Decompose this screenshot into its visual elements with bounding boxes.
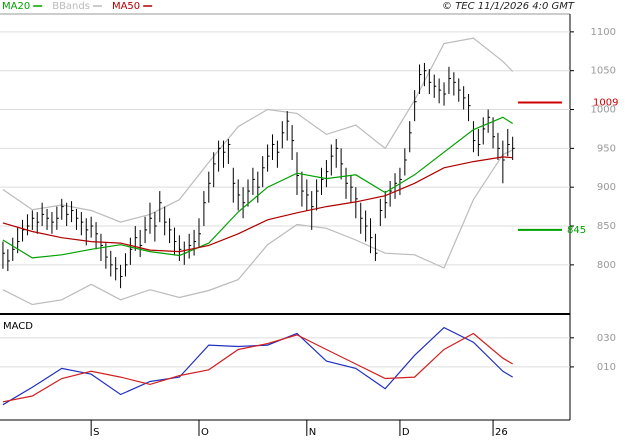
y-tick-label: 030 bbox=[597, 333, 616, 344]
moving-average bbox=[2, 116, 514, 259]
moving-average bbox=[2, 156, 513, 253]
reference-label: 845 bbox=[567, 225, 586, 236]
x-tick-label: N bbox=[309, 427, 316, 438]
macd-line bbox=[2, 326, 514, 406]
bband-lower bbox=[2, 149, 513, 306]
y-tick-label: 010 bbox=[597, 362, 616, 373]
x-tick-label: S bbox=[93, 427, 99, 438]
y-tick-label: 850 bbox=[597, 221, 616, 232]
y-tick-label: 1000 bbox=[591, 105, 616, 116]
legend-label: MA50 bbox=[112, 1, 140, 12]
macd-line bbox=[2, 332, 514, 403]
x-tick-label: 26 bbox=[495, 427, 508, 438]
reference-label: 1009 bbox=[593, 98, 618, 109]
y-tick-label: 900 bbox=[597, 182, 616, 193]
bband-upper bbox=[2, 37, 514, 223]
y-tick-label: 800 bbox=[597, 260, 616, 271]
x-tick-label: O bbox=[201, 427, 209, 438]
x-tick-label: D bbox=[402, 427, 410, 438]
legend-label: BBands bbox=[52, 1, 90, 12]
y-tick-label: 950 bbox=[597, 143, 616, 154]
legend-label: MA20 bbox=[2, 1, 30, 12]
y-tick-label: 1100 bbox=[591, 27, 616, 38]
y-tick-label: 1050 bbox=[591, 66, 616, 77]
source: © TEC 11/1/2026 4:0 GMT bbox=[442, 1, 575, 12]
panel-title: MACD bbox=[3, 321, 33, 332]
